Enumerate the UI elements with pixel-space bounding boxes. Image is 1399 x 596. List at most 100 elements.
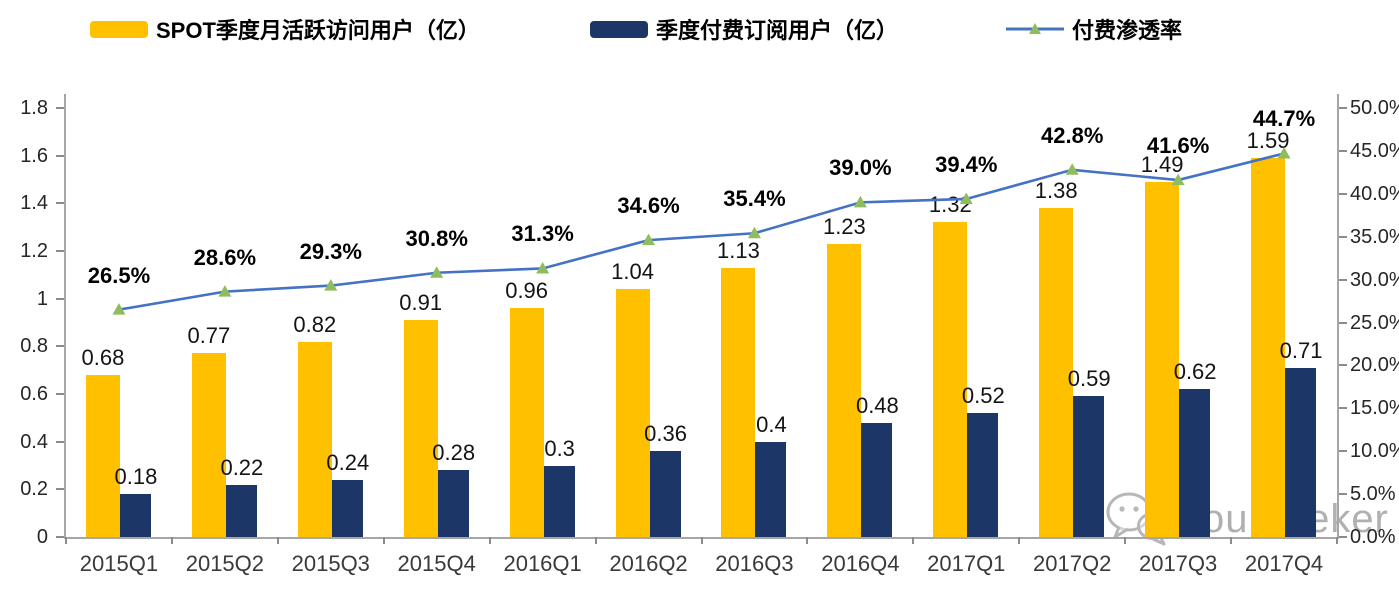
bar-mau-value-label: 1.49 [1140, 151, 1184, 177]
y-axis-left-tick [56, 297, 64, 300]
y-axis-left-tick [56, 488, 64, 491]
bar-subs [1179, 389, 1211, 537]
bar-mau [509, 308, 544, 537]
y-axis-right-tick-label: 10.0% [1350, 440, 1399, 463]
bar-mau [933, 222, 968, 537]
y-axis-left-tick [56, 440, 64, 443]
y-axis-right-tick [1339, 364, 1347, 367]
y-axis-right-tick [1339, 536, 1347, 538]
y-axis-left-tick [56, 345, 64, 348]
bar-subs [649, 451, 681, 537]
bar-subs [967, 413, 999, 537]
y-axis-left-tick-label: 1.2 [20, 240, 48, 262]
x-axis-tick [488, 537, 491, 544]
bar-mau-value-label: 0.77 [187, 323, 231, 349]
y-axis-left-tick-label: 1.6 [20, 144, 48, 167]
x-axis-category-label: 2017Q4 [1244, 551, 1324, 576]
bar-mau [827, 243, 862, 537]
triangle-marker-icon [324, 279, 338, 291]
penetration-value-label: 39.4% [935, 151, 998, 177]
y-axis-right-tick-label: 30.0% [1350, 268, 1399, 291]
bar-subs-value-label: 0.22 [220, 454, 264, 480]
x-axis-tick [700, 537, 703, 544]
bar-mau [615, 289, 650, 537]
penetration-value-label: 44.7% [1252, 106, 1316, 132]
y-axis-right-tick-label: 45.0% [1350, 139, 1399, 162]
bar-mau-value-label: 0.82 [293, 311, 337, 337]
bar-subs-value-label: 0.3 [544, 435, 575, 461]
y-axis-right-tick-label: 35.0% [1350, 225, 1399, 248]
y-axis-left-tick [56, 536, 64, 538]
x-axis-tick [170, 537, 173, 544]
legend-item-mau: SPOT季度月活跃访问用户（亿） [90, 14, 480, 44]
penetration-line-layer [112, 146, 1291, 315]
y-axis-right-tick-label: 15.0% [1350, 397, 1399, 420]
y-axis-right-tick [1339, 235, 1347, 238]
y-axis-right-tick-label: 5.0% [1350, 483, 1396, 506]
y-axis-left-tick-label: 1.4 [20, 192, 48, 215]
penetration-value-label: 26.5% [87, 262, 151, 288]
penetration-value-label: 34.6% [617, 193, 680, 219]
bar-subs-value-label: 0.18 [114, 464, 158, 490]
penetration-value-label: 28.6% [193, 244, 257, 270]
y-axis-left-tick [56, 393, 64, 395]
y-axis-left-tick-label: 0 [36, 526, 48, 548]
mau-bar-swatch-icon [90, 20, 148, 38]
y-axis-right-tick-label: 20.0% [1350, 354, 1399, 377]
bar-mau [297, 341, 332, 537]
triangle-marker-icon [642, 233, 656, 246]
y-axis-left-tick-label: 0.8 [20, 335, 48, 358]
y-axis-right-tick [1339, 278, 1347, 281]
bar-subs-value-label: 0.62 [1173, 359, 1217, 385]
x-axis-category-label: 2016Q3 [715, 551, 794, 576]
bar-subs [225, 484, 257, 537]
penetration-value-label: 29.3% [299, 238, 362, 264]
legend-label-mau: SPOT季度月活跃访问用户（亿） [156, 18, 480, 43]
triangle-marker-icon [959, 192, 973, 204]
y-axis-right-tick-label: 25.0% [1350, 311, 1399, 334]
y-axis-right-line [1337, 94, 1339, 537]
subs-bar-swatch-icon [590, 20, 648, 38]
legend-label-subs: 季度付费订阅用户（亿） [656, 18, 899, 43]
bar-subs-value-label: 0.28 [432, 440, 476, 466]
y-axis-right-tick [1339, 407, 1347, 410]
x-axis-category-label: 2017Q2 [1033, 551, 1112, 576]
y-axis-left-tick-label: 0.4 [20, 430, 48, 453]
x-axis-category-label: 2016Q1 [503, 551, 582, 576]
bar-mau-value-label: 1.04 [611, 259, 654, 285]
bar-subs-value-label: 0.24 [326, 449, 370, 475]
bar-mau-value-label: 0.96 [505, 278, 549, 304]
bar-subs-value-label: 0.52 [961, 383, 1005, 409]
triangle-marker-icon [536, 261, 550, 274]
bar-mau-value-label: 0.68 [81, 344, 125, 370]
bar-subs-value-label: 0.59 [1067, 366, 1111, 392]
x-axis-category-label: 2017Q3 [1138, 551, 1218, 576]
legend-item-subs: 季度付费订阅用户（亿） [590, 14, 898, 44]
y-axis-left-tick [56, 154, 64, 157]
bar-mau [403, 320, 438, 537]
y-axis-right-tick [1339, 192, 1347, 195]
y-axis-left-tick-label: 0.2 [20, 478, 48, 501]
bar-subs-value-label: 0.36 [644, 421, 687, 447]
x-axis-category-label: 2016Q2 [609, 551, 688, 576]
y-axis-left-tick-label: 1 [36, 287, 48, 310]
bar-subs-value-label: 0.71 [1279, 337, 1323, 363]
triangle-marker-icon [218, 285, 232, 297]
y-axis-right-tick-label: 0.0% [1350, 526, 1396, 548]
x-axis-category-label: 2015Q1 [79, 551, 159, 576]
y-axis-right-tick-label: 50.0% [1350, 97, 1399, 119]
penetration-value-label: 30.8% [405, 225, 468, 251]
bar-subs [1073, 396, 1105, 537]
x-axis-category-label: 2017Q1 [927, 551, 1006, 576]
x-axis-tick [382, 537, 385, 544]
x-axis-tick [276, 537, 279, 544]
triangle-marker-icon [430, 266, 444, 278]
bar-subs [861, 422, 893, 537]
penetration-value-label: 35.4% [723, 186, 786, 212]
x-axis-tick [806, 537, 809, 544]
x-axis-tick [1336, 537, 1338, 544]
x-axis-category-label: 2015Q2 [185, 551, 265, 576]
penetration-value-label: 41.6% [1146, 133, 1210, 159]
line-marker-swatch-icon [1006, 23, 1064, 34]
